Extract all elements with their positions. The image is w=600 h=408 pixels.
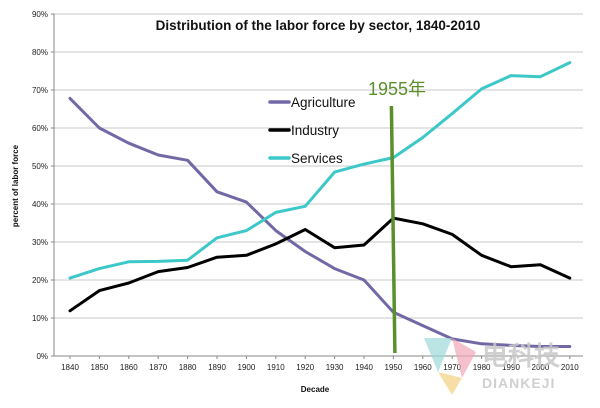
legend-label-industry: Industry [291, 123, 339, 138]
x-tick-label: 1930 [326, 363, 344, 372]
y-tick-label: 90% [32, 10, 48, 19]
y-tick-label: 80% [32, 48, 48, 57]
watermark-logo-right [452, 338, 476, 378]
x-tick-label: 2010 [561, 363, 579, 372]
chart-title: Distribution of the labor force by secto… [156, 18, 481, 33]
x-tick-label: 1980 [473, 363, 491, 372]
x-tick-label: 2000 [532, 363, 550, 372]
x-tick-label: 1890 [208, 363, 226, 372]
x-tick-label: 1880 [179, 363, 197, 372]
y-tick-label: 10% [32, 314, 48, 323]
x-axis-ticks: 1840 1850 1860 1870 1880 1890 1900 1910 1920 1930… [61, 356, 579, 372]
watermark-english: DIANKEJI [482, 375, 555, 391]
y-tick-label: 40% [32, 200, 48, 209]
watermark-logo-bottom [438, 372, 462, 395]
x-tick-label: 1860 [120, 363, 138, 372]
y-axis-ticks: 0% 10% 20% 30% 40% 50% 60% 70% 80% 90% [32, 10, 54, 361]
legend-label-agriculture: Agriculture [291, 95, 356, 110]
series-layer [68, 61, 572, 348]
x-tick-label: 1990 [502, 363, 520, 372]
x-tick-label: 1870 [149, 363, 167, 372]
y-tick-label: 50% [32, 162, 48, 171]
legend-label-services: Services [291, 151, 343, 166]
x-tick-label: 1900 [238, 363, 256, 372]
x-tick-label: 1840 [61, 363, 79, 372]
annotation-label: 1955年 [368, 79, 426, 99]
y-tick-label: 0% [36, 352, 48, 361]
x-tick-label: 1910 [267, 363, 285, 372]
x-tick-label: 1940 [355, 363, 373, 372]
series-line-services [68, 61, 572, 280]
watermark-chinese: 电科技 [482, 341, 560, 371]
x-tick-label: 1960 [414, 363, 432, 372]
watermark: 电科技 DIANKEJI [424, 338, 560, 395]
y-axis-title: percent of labor force [11, 144, 20, 227]
legend: Agriculture Industry Services [268, 95, 356, 166]
x-tick-label: 1850 [91, 363, 109, 372]
series-line-agriculture [68, 96, 572, 348]
x-axis-title: Decade [301, 385, 330, 394]
x-tick-label: 1920 [296, 363, 314, 372]
watermark-logo [424, 338, 476, 395]
y-tick-label: 20% [32, 276, 48, 285]
annotation: 1955年 [368, 79, 426, 354]
y-tick-label: 70% [32, 86, 48, 95]
y-tick-label: 30% [32, 238, 48, 247]
grid [54, 13, 583, 319]
watermark-logo-left [424, 338, 452, 372]
axes [53, 14, 583, 357]
y-tick-label: 60% [32, 124, 48, 133]
annotation-marker-line [389, 105, 397, 354]
series-line-industry [68, 216, 572, 313]
x-tick-label: 1950 [385, 363, 403, 372]
x-tick-label: 1970 [443, 363, 461, 372]
